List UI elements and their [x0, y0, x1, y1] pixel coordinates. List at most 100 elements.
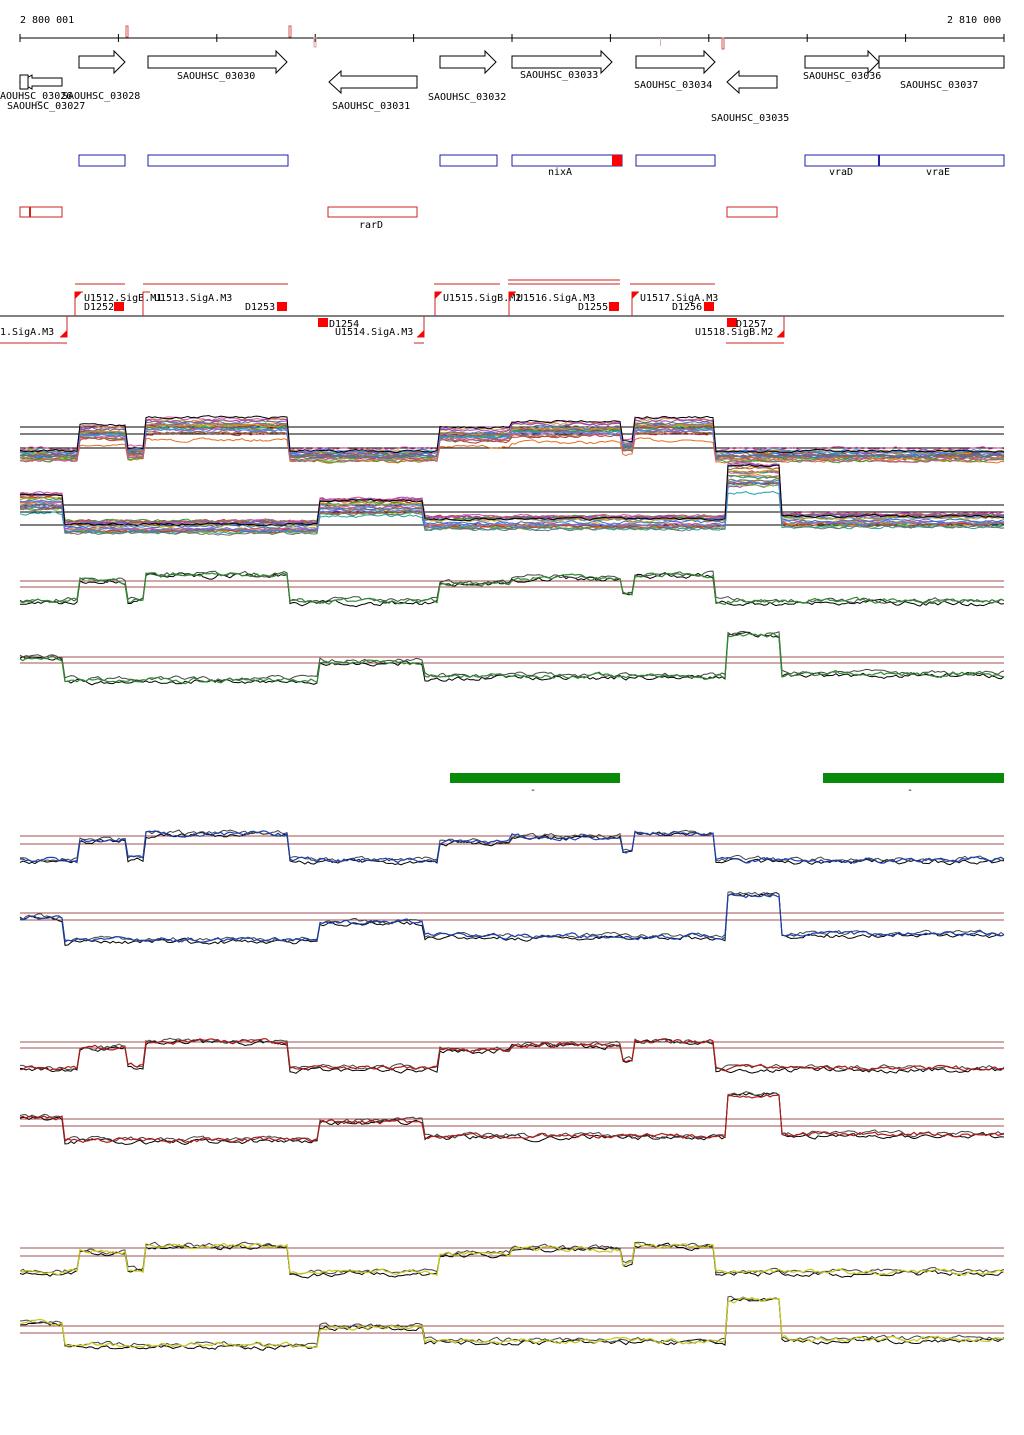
red-panel-plus-line [19, 1038, 1005, 1074]
yellow-panel-minus-line [19, 1296, 1005, 1349]
red-panel-minus [19, 1091, 1005, 1146]
svg-text:U1513.SigA.M3: U1513.SigA.M3 [154, 293, 232, 304]
svg-text:U1515.SigB.M2: U1515.SigB.M2 [443, 293, 521, 304]
expression-panel-plus-line [19, 420, 1005, 459]
terminator-d1255[interactable]: D1255 [578, 302, 619, 313]
svg-text:SAOUHSC_03028: SAOUHSC_03028 [62, 91, 140, 102]
svg-text:U1514.SigA.M3: U1514.SigA.M3 [335, 327, 413, 338]
coordinate-end-label: 2 810 000 [947, 15, 1001, 26]
svg-text:U1518.SigB.M2: U1518.SigB.M2 [695, 327, 773, 338]
region-bar-1[interactable]: - [450, 773, 620, 796]
svg-text:rarD: rarD [359, 220, 383, 231]
gene-saouhsc-03031[interactable]: SAOUHSC_03031 [328, 69, 418, 112]
promoter-u1514[interactable]: U1514.SigA.M3 [335, 316, 425, 338]
annotation-vrad[interactable]: vraD [804, 154, 880, 178]
svg-text:SAOUHSC_03026: SAOUHSC_03026 [0, 91, 72, 102]
blue-panel-minus-line [19, 891, 1005, 946]
coordinate-ruler: 2 800 001 2 810 000 [19, 15, 1005, 50]
gene-saouhsc-03034[interactable]: SAOUHSC_03034 [634, 49, 716, 91]
promoter-u1518[interactable]: U1518.SigB.M2 [695, 316, 785, 338]
svg-text:SAOUHSC_03037: SAOUHSC_03037 [900, 80, 978, 91]
svg-text:SAOUHSC_03030: SAOUHSC_03030 [177, 71, 255, 82]
annotation-nixa[interactable]: nixA [511, 154, 623, 178]
yellow-panel-minus-line [19, 1297, 1005, 1351]
promoter-u1513[interactable]: U1513.SigA.M3 [142, 291, 232, 316]
promoter-u1516[interactable]: U1516.SigA.M3 [508, 291, 595, 316]
gene-saouhsc-03037[interactable]: SAOUHSC_03037 [878, 55, 1005, 91]
gene-track: SAOUHSC_03026 SAOUHSC_03027 SAOUHSC_0302… [0, 49, 1005, 124]
svg-text:-: - [530, 785, 536, 796]
blue-panel-plus-line [19, 830, 1005, 866]
svg-text:nixA: nixA [548, 167, 572, 178]
svg-text:SAOUHSC_03033: SAOUHSC_03033 [520, 70, 598, 81]
red-panel-plus-line [19, 1038, 1005, 1072]
annotation-rard[interactable]: rarD [327, 206, 418, 231]
gene-saouhsc-03033[interactable]: SAOUHSC_03033 [511, 49, 613, 81]
gene-saouhsc-03036[interactable]: SAOUHSC_03036 [803, 49, 881, 82]
terminator-d1257[interactable]: D1257 [727, 318, 766, 330]
yellow-panel-minus [19, 1295, 1005, 1351]
blue-panel-plus-line [19, 830, 1005, 864]
green-panel-plus-line [19, 571, 1005, 606]
gene-saouhsc-03032[interactable]: SAOUHSC_03032 [428, 49, 506, 103]
expression-panel-minus-line [20, 470, 1005, 532]
svg-text:vraE: vraE [926, 167, 950, 178]
yellow-panel-plus [19, 1241, 1005, 1279]
green-panel-minus-line [19, 630, 1005, 682]
expression-panel-minus-line [19, 481, 1005, 529]
annotation-track-red: rarD [19, 206, 778, 231]
gene-saouhsc-03035[interactable]: SAOUHSC_03035 [711, 69, 789, 124]
promoter-u1511[interactable]: 1.SigA.M3 [0, 316, 68, 338]
coordinate-start-label: 2 800 001 [20, 15, 74, 26]
svg-text:D1252: D1252 [84, 302, 114, 313]
svg-text:SAOUHSC_03031: SAOUHSC_03031 [332, 101, 410, 112]
yellow-panel-plus-line [19, 1242, 1005, 1276]
terminator-d1256[interactable]: D1256 [672, 302, 714, 313]
promoter-u1517[interactable]: U1517.SigA.M3 [631, 291, 718, 316]
annotation-vrae[interactable]: vraE [878, 154, 1005, 178]
expression-panel-minus-line [19, 462, 1005, 524]
expression-panel-plus-line [19, 415, 1005, 454]
green-panel-plus [19, 570, 1005, 608]
expression-panel-minus [19, 462, 1005, 536]
svg-text:SAOUHSC_03032: SAOUHSC_03032 [428, 92, 506, 103]
region-track: - - [450, 773, 1004, 796]
svg-text:-: - [907, 785, 913, 796]
gene-saouhsc-03028[interactable]: SAOUHSC_03028 [62, 49, 140, 102]
terminator-d1252[interactable]: D1252 [84, 302, 124, 313]
promoter-u1515[interactable]: U1515.SigB.M2 [434, 291, 521, 316]
expression-tracks [19, 415, 1005, 1351]
annotation-track-blue: nixA vraD vraE [78, 154, 1005, 178]
expression-panel-minus-line [19, 481, 1005, 536]
svg-text:1.SigA.M3: 1.SigA.M3 [0, 327, 54, 338]
red-panel-plus [19, 1037, 1005, 1074]
svg-text:vraD: vraD [829, 167, 853, 178]
terminator-d1254[interactable]: D1254 [318, 318, 359, 330]
red-panel-minus-line [19, 1091, 1005, 1142]
green-panel-plus-line [19, 572, 1005, 608]
svg-text:U1517.SigA.M3: U1517.SigA.M3 [640, 293, 718, 304]
svg-text:D1254: D1254 [329, 319, 359, 330]
promoter-track: U1512.SigB.M1 U1513.SigA.M3 U1515.SigB.M… [0, 279, 1004, 344]
expression-panel-plus-line [19, 423, 1005, 455]
green-panel-minus-line [19, 632, 1005, 685]
svg-text:SAOUHSC_03034: SAOUHSC_03034 [634, 80, 712, 91]
svg-text:SAOUHSC_03027: SAOUHSC_03027 [7, 101, 85, 112]
gene-saouhsc-03027[interactable]: SAOUHSC_03027 [7, 74, 85, 112]
expression-panel-minus-line [19, 479, 1005, 533]
svg-text:D1255: D1255 [578, 302, 608, 313]
svg-text:D1257: D1257 [736, 319, 766, 330]
terminator-d1253[interactable]: D1253 [245, 302, 287, 313]
promoter-u1512[interactable]: U1512.SigB.M1 [74, 291, 162, 316]
red-panel-minus-line [19, 1094, 1005, 1144]
expression-panel-minus-line [19, 474, 1005, 524]
expression-panel-minus-line [19, 464, 1005, 527]
svg-text:SAOUHSC_03036: SAOUHSC_03036 [803, 71, 881, 82]
green-panel-minus [19, 630, 1005, 686]
region-bar-2[interactable]: - [823, 773, 1004, 796]
gene-saouhsc-03030[interactable]: SAOUHSC_03030 [147, 49, 288, 82]
blue-panel-plus [19, 829, 1005, 866]
svg-text:U1512.SigB.M1: U1512.SigB.M1 [84, 293, 162, 304]
svg-text:D1253: D1253 [245, 302, 275, 313]
